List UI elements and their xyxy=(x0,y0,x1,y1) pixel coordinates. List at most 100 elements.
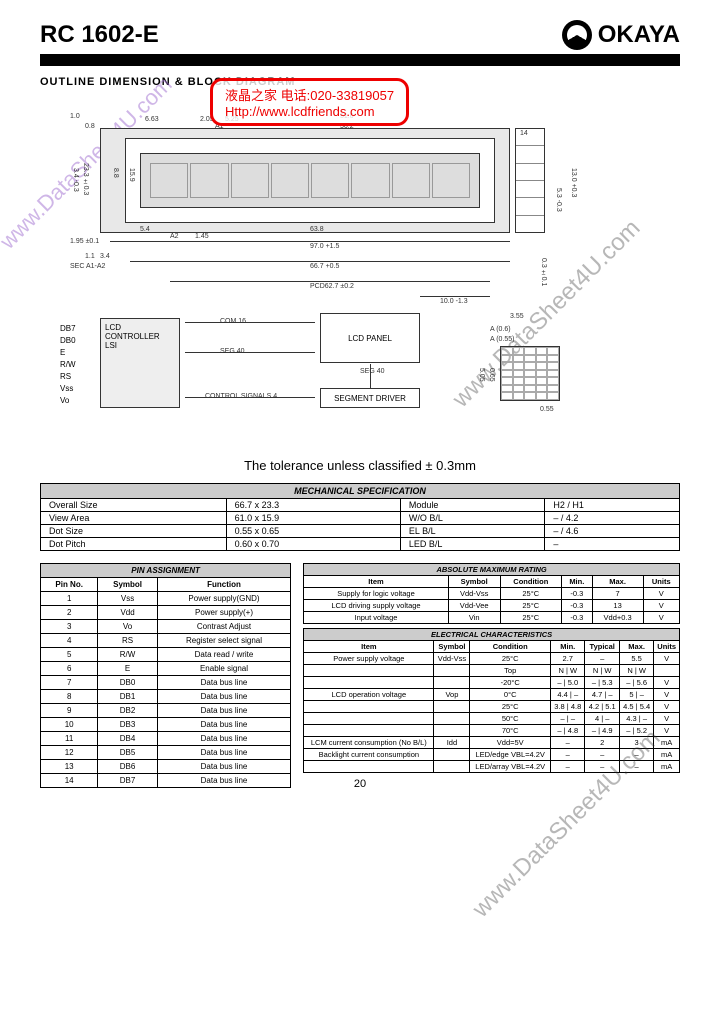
table-cell: – / 4.2 xyxy=(545,512,680,525)
table-cell xyxy=(304,701,434,713)
table-cell: 2 xyxy=(585,737,619,749)
table-cell: – | 5.2 xyxy=(619,725,653,737)
table-cell: Vdd=5V xyxy=(470,737,551,749)
table-cell xyxy=(304,665,434,677)
table-cell: 3.8 | 4.8 xyxy=(551,701,585,713)
dim: 0.8 xyxy=(85,123,95,130)
table-cell: Vss xyxy=(98,592,157,606)
outline-diagram: 1.0 0.8 6.63 2.05 5.25 A1 51.0 56.2 14 3… xyxy=(40,108,680,448)
table-cell: – | 4.8 xyxy=(551,725,585,737)
table-header-cell: Symbol xyxy=(448,576,500,588)
table-cell: 4 xyxy=(41,634,98,648)
table-row: TopN | WN | WN | W xyxy=(304,665,680,677)
table-cell xyxy=(434,665,470,677)
table-cell: – | 5.6 xyxy=(619,677,653,689)
controller-block: LCD CONTROLLER LSI xyxy=(100,318,180,408)
table-cell: Power supply voltage xyxy=(304,653,434,665)
dim: 0.3 ±0.1 xyxy=(540,258,547,286)
table-row: 11DB4Data bus line xyxy=(41,732,291,746)
dim: 0.65 xyxy=(488,368,495,382)
table-cell: 11 xyxy=(41,732,98,746)
table-cell: Input voltage xyxy=(304,612,449,624)
page-number: 20 xyxy=(0,778,720,790)
dim: A (0.6) xyxy=(490,326,511,333)
table-header-cell: Min. xyxy=(561,576,592,588)
table-cell: 8 xyxy=(41,690,98,704)
table-cell: mA xyxy=(654,737,680,749)
table-cell: DB2 xyxy=(98,704,157,718)
table-cell: RS xyxy=(98,634,157,648)
signal-label: DB0 xyxy=(60,335,76,347)
table-row: 7DB0Data bus line xyxy=(41,676,291,690)
dim: 97.0 +1.5 xyxy=(310,243,339,250)
dim: A (0.55) xyxy=(490,336,515,343)
brand-logo: OKAYA xyxy=(562,20,680,50)
pin-title: PIN ASSIGNMENT xyxy=(41,564,291,578)
contact-stamp: 液晶之家 电话:020-33819057 Http://www.lcdfrien… xyxy=(210,78,409,126)
table-header-cell: Max. xyxy=(592,576,643,588)
table-cell: mA xyxy=(654,749,680,761)
table-row: 1VssPower supply(GND) xyxy=(41,592,291,606)
signal-label: RS xyxy=(60,371,76,383)
table-cell: Data bus line xyxy=(157,704,290,718)
table-header-cell: Symbol xyxy=(434,641,470,653)
table-row: Power supply voltageVdd-Vss25°C2.7–5.5V xyxy=(304,653,680,665)
dim: 8.8 xyxy=(112,168,119,178)
table-row: LCD operation voltageVop0°C4.4 | –4.7 | … xyxy=(304,689,680,701)
abs-max-title: ABSOLUTE MAXIMUM RATING xyxy=(304,564,680,576)
table-cell: 6 xyxy=(41,662,98,676)
dim: 0.55 xyxy=(540,406,554,413)
table-cell: – xyxy=(551,737,585,749)
table-header-cell: Item xyxy=(304,641,434,653)
table-cell: Enable signal xyxy=(157,662,290,676)
table-cell: 50°C xyxy=(470,713,551,725)
table-cell: 25°C xyxy=(500,612,561,624)
table-cell: Vdd-Vss xyxy=(448,588,500,600)
table-cell: 4.2 | 5.1 xyxy=(585,701,619,713)
dim: 3.4 xyxy=(100,253,110,260)
table-cell: N | W xyxy=(585,665,619,677)
seg-label: SEG 40 xyxy=(360,368,385,375)
table-row: Overall Size66.7 x 23.3ModuleH2 / H1 xyxy=(41,499,680,512)
table-cell: 25°C xyxy=(500,600,561,612)
header-bar xyxy=(40,54,680,66)
table-cell: 10 xyxy=(41,718,98,732)
table-cell: – xyxy=(545,538,680,551)
table-cell: 61.0 x 15.9 xyxy=(226,512,400,525)
table-cell: H2 / H1 xyxy=(545,499,680,512)
table-cell: Backlight current consumption xyxy=(304,749,434,761)
table-cell: – xyxy=(619,749,653,761)
table-cell: Vop xyxy=(434,689,470,701)
dim: 15.9 xyxy=(128,168,135,182)
signal-label: R/W xyxy=(60,359,76,371)
segment-driver-block: SEGMENT DRIVER xyxy=(320,388,420,408)
table-cell: View Area xyxy=(41,512,227,525)
table-cell: 5.5 xyxy=(619,653,653,665)
dim: 13.0 +0.3 xyxy=(570,168,577,197)
mech-title: MECHANICAL SPECIFICATION xyxy=(41,484,680,499)
logo-icon xyxy=(562,20,592,50)
table-cell: – | 5.3 xyxy=(585,677,619,689)
table-cell: Vdd-Vee xyxy=(448,600,500,612)
table-cell: -0.3 xyxy=(561,612,592,624)
table-cell xyxy=(304,761,434,773)
dim: SEC A1-A2 xyxy=(70,263,105,270)
pin-assignment-table: PIN ASSIGNMENT Pin No.SymbolFunction 1Vs… xyxy=(40,563,291,788)
table-row: Dot Size0.55 x 0.65EL B/L– / 4.6 xyxy=(41,525,680,538)
table-cell: Idd xyxy=(434,737,470,749)
table-cell: 70°C xyxy=(470,725,551,737)
table-cell: V xyxy=(643,612,679,624)
table-cell: EL B/L xyxy=(400,525,545,538)
table-row: 4RSRegister select signal xyxy=(41,634,291,648)
table-cell: V xyxy=(654,653,680,665)
table-cell: Top xyxy=(470,665,551,677)
table-cell: Data bus line xyxy=(157,732,290,746)
dim: 10.0 -1.3 xyxy=(440,298,468,305)
table-cell: 7 xyxy=(41,676,98,690)
table-header-cell: Function xyxy=(157,578,290,592)
table-cell: Power supply(+) xyxy=(157,606,290,620)
dim: 14 xyxy=(520,130,528,137)
table-cell: -0.3 xyxy=(561,588,592,600)
table-cell: Overall Size xyxy=(41,499,227,512)
table-cell: 3 xyxy=(619,737,653,749)
